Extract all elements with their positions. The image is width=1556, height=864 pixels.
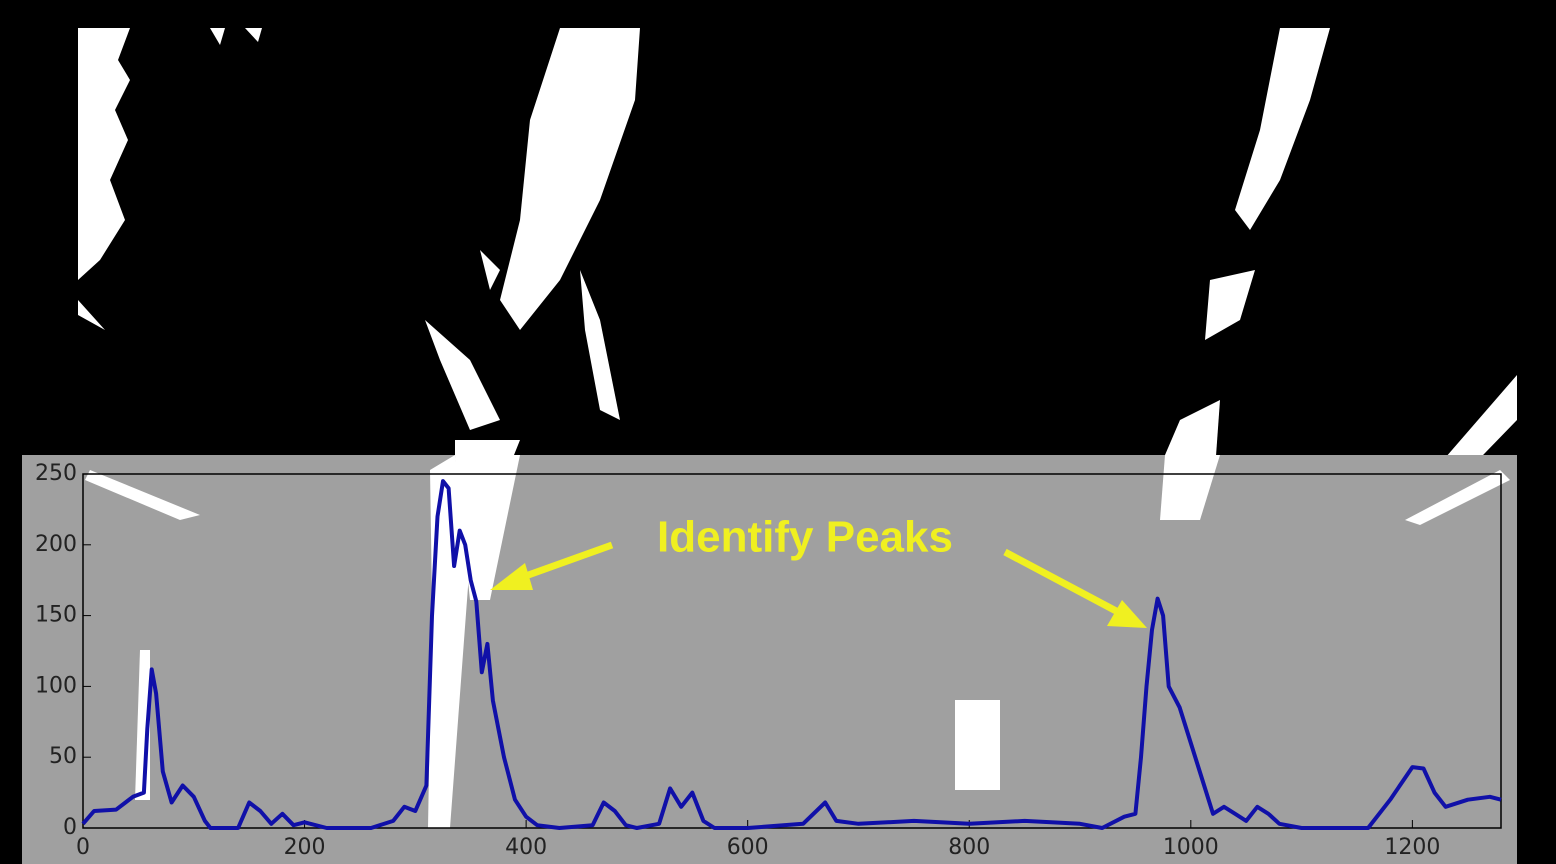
top-blob [245,28,262,42]
y-tick-label: 250 [35,461,77,486]
top-blob [210,28,225,45]
y-tick-label: 150 [35,603,77,628]
center-lane-blob [480,250,500,290]
plot-panel [22,455,1517,864]
lane-strip [455,455,520,600]
right-lane-blob [1205,270,1255,340]
y-tick-label: 0 [63,815,77,840]
annotation-arrows [490,541,1147,628]
left-lane-blob [78,28,130,280]
histogram-line [81,479,1502,830]
left-lane-blob [78,300,105,330]
right-lane-blob [1235,28,1330,230]
y-tick-label: 50 [49,744,77,769]
panel-pixels [85,455,1510,828]
annotation: Identify Peaks [657,513,953,562]
arrow [518,541,614,582]
arrowhead [490,563,533,590]
y-tick-label: 100 [35,673,77,698]
x-tick-label: 200 [284,835,326,860]
center-lane-blob [500,28,640,330]
center-lane-blob [580,270,620,420]
x-tick-label: 400 [505,835,547,860]
lane-strip [428,455,470,828]
plot-frame [82,473,1502,829]
center-lane-blob [425,320,500,430]
x-tick-label: 1200 [1384,835,1440,860]
lane-strip [1405,470,1510,525]
lane-strip [1160,455,1220,520]
arrow [1003,548,1120,616]
x-tick-label: 1000 [1163,835,1219,860]
lane-strip [955,700,1000,790]
x-tick-label: 600 [727,835,769,860]
x-tick-label: 800 [948,835,990,860]
x-tick-label: 0 [76,835,90,860]
lane-strip [85,470,200,520]
arrowhead [1107,600,1147,628]
y-tick-label: 200 [35,532,77,557]
